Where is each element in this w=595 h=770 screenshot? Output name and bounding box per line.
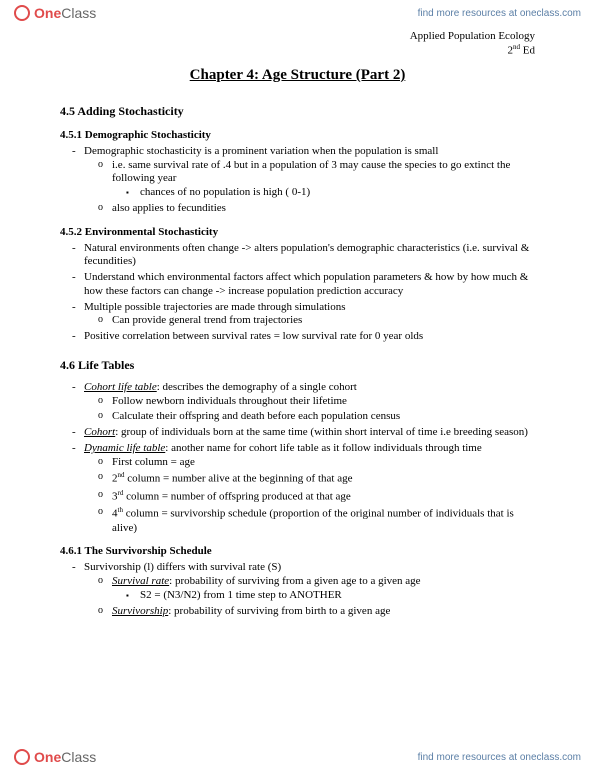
logo-class: Class: [61, 5, 96, 21]
list-item: Dynamic life table: another name for coh…: [84, 442, 535, 535]
list-item: Survivorship: probability of surviving f…: [112, 605, 535, 619]
list-item: chances of no population is high ( 0-1): [140, 186, 535, 200]
logo-circle-icon: [14, 5, 30, 21]
list-item: Cohort life table: describes the demogra…: [84, 381, 535, 424]
list-item: Multiple possible trajectories are made …: [84, 301, 535, 329]
logo-one: One: [34, 749, 61, 765]
list-4-6-1: Survivorship (l) differs with survival r…: [60, 561, 535, 618]
course-name: Applied Population Ecology: [60, 30, 535, 43]
list-item: Survival rate: probability of surviving …: [112, 575, 535, 603]
list-item: Understand which environmental factors a…: [84, 271, 535, 299]
list-item: 4th column = survivorship schedule (prop…: [112, 506, 535, 535]
list-item: Survivorship (l) differs with survival r…: [84, 561, 535, 618]
course-info: Applied Population Ecology 2nd Ed: [60, 30, 535, 57]
footer-resource-link[interactable]: find more resources at oneclass.com: [418, 752, 581, 763]
list-4-5-1: Demographic stochasticity is a prominent…: [60, 145, 535, 216]
logo-circle-icon: [14, 749, 30, 765]
list-item: also applies to fecundities: [112, 202, 535, 216]
logo-text: OneClass: [34, 5, 96, 21]
section-4-5-2-heading: 4.5.2 Environmental Stochasticity: [60, 226, 535, 238]
logo-class: Class: [61, 749, 96, 765]
header-bar: OneClass find more resources at oneclass…: [0, 0, 595, 26]
list-item: Can provide general trend from trajector…: [112, 314, 535, 328]
section-4-5-heading: 4.5 Adding Stochasticity: [60, 104, 535, 119]
section-4-5-1-heading: 4.5.1 Demographic Stochasticity: [60, 129, 535, 141]
list-item: 2nd column = number alive at the beginni…: [112, 471, 535, 486]
list-item: First column = age: [112, 456, 535, 470]
page-content: Applied Population Ecology 2nd Ed Chapte…: [60, 30, 535, 740]
list-item: Follow newborn individuals throughout th…: [112, 395, 535, 409]
logo: OneClass: [14, 5, 96, 21]
list-item: Calculate their offspring and death befo…: [112, 410, 535, 424]
list-4-5-2: Natural environments often change -> alt…: [60, 242, 535, 344]
section-4-6-heading: 4.6 Life Tables: [60, 358, 535, 373]
footer-bar: OneClass find more resources at oneclass…: [0, 744, 595, 770]
list-item: Cohort: group of individuals born at the…: [84, 426, 535, 440]
list-item: S2 = (N3/N2) from 1 time step to ANOTHER: [140, 589, 535, 603]
list-item: Positive correlation between survival ra…: [84, 330, 535, 344]
logo-text-footer: OneClass: [34, 749, 96, 765]
list-item: Natural environments often change -> alt…: [84, 242, 535, 270]
list-4-6: Cohort life table: describes the demogra…: [60, 381, 535, 535]
logo-footer: OneClass: [14, 749, 96, 765]
logo-one: One: [34, 5, 61, 21]
header-resource-link[interactable]: find more resources at oneclass.com: [418, 8, 581, 19]
chapter-title: Chapter 4: Age Structure (Part 2): [60, 67, 535, 84]
list-item: i.e. same survival rate of .4 but in a p…: [112, 159, 535, 200]
list-item: Demographic stochasticity is a prominent…: [84, 145, 535, 216]
list-item: 3rd column = number of offspring produce…: [112, 489, 535, 504]
section-4-6-1-heading: 4.6.1 The Survivorship Schedule: [60, 545, 535, 557]
course-edition: 2nd Ed: [60, 43, 535, 57]
